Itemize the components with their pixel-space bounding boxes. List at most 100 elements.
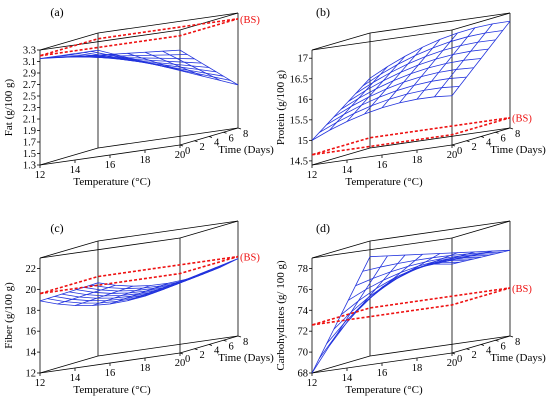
reference-label: (BS) xyxy=(240,253,260,264)
z-tick-label: 2.7 xyxy=(23,80,36,91)
surface-gridline xyxy=(318,262,460,359)
x-tick-label: 16 xyxy=(377,160,388,171)
box-edge xyxy=(451,220,511,239)
panel-label: (a) xyxy=(50,5,63,19)
reference-label: (BS) xyxy=(512,114,532,125)
box-edge xyxy=(451,12,511,31)
x-tick-label: 12 xyxy=(307,170,318,181)
box-edge xyxy=(39,237,181,259)
z-tick-label: 2.3 xyxy=(23,103,36,114)
z-tick-label: 74 xyxy=(298,306,309,317)
x-tick-label: 16 xyxy=(105,160,116,171)
z-tick-label: 3.1 xyxy=(23,57,36,68)
surface-gridline xyxy=(355,39,496,95)
reference-label: (BS) xyxy=(240,15,260,26)
box-edge xyxy=(311,240,371,259)
x-tick-label: 12 xyxy=(35,170,46,181)
z-axis-title: Fat (g/100 g) xyxy=(3,78,15,136)
z-tick-label: 16 xyxy=(298,95,309,106)
y-tick-label: 0 xyxy=(457,354,462,365)
x-tick-label: 14 xyxy=(70,373,81,384)
y-tick-label: 2 xyxy=(200,350,205,361)
y-tick-mark xyxy=(237,127,242,130)
z-tick-label: 14 xyxy=(26,348,37,359)
surface-gridline xyxy=(97,49,239,86)
reference-leader xyxy=(507,287,511,290)
y-tick-label: 6 xyxy=(229,341,234,352)
reference-leader xyxy=(507,117,511,120)
y-tick-mark xyxy=(194,348,198,351)
x-tick-label: 18 xyxy=(140,363,151,374)
box-edge xyxy=(179,220,239,239)
y-tick-mark xyxy=(223,131,227,134)
y-tick-label: 2 xyxy=(472,142,477,153)
y-tick-label: 0 xyxy=(185,354,190,365)
y-axis-title: Time (Days) xyxy=(490,144,546,156)
z-axis-title: Fiber (g/100 g) xyxy=(3,282,15,349)
z-axis-title: Carbohydrates (g/ 100 g) xyxy=(275,260,287,371)
y-axis-title: Time (Days) xyxy=(490,352,546,364)
surface-gridline xyxy=(311,95,453,141)
x-tick-label: 20 xyxy=(447,150,458,161)
x-axis-title: Temperature (°C) xyxy=(345,384,423,396)
x-tick-label: 12 xyxy=(35,378,46,389)
z-tick-label: 15 xyxy=(298,136,309,147)
y-tick-label: 4 xyxy=(486,138,492,149)
z-tick-label: 12 xyxy=(26,369,37,380)
y-tick-mark xyxy=(509,335,514,338)
y-tick-mark xyxy=(179,144,184,147)
x-tick-label: 18 xyxy=(412,155,423,166)
response-surface xyxy=(311,249,511,374)
y-tick-label: 8 xyxy=(515,337,520,348)
y-tick-mark xyxy=(495,131,499,134)
box-edge xyxy=(39,147,99,166)
x-tick-label: 12 xyxy=(307,378,318,389)
x-axis-title: Temperature (°C) xyxy=(73,176,151,188)
y-tick-mark xyxy=(495,339,499,342)
z-tick-label: 1.7 xyxy=(23,138,36,149)
box-edge xyxy=(39,355,99,374)
y-tick-mark xyxy=(208,344,213,346)
box-edge xyxy=(97,220,239,242)
y-tick-mark xyxy=(194,140,198,143)
box-edge xyxy=(311,355,371,374)
x-tick-label: 16 xyxy=(105,368,116,379)
box-edge xyxy=(369,220,511,242)
z-tick-label: 68 xyxy=(298,369,309,380)
response-surface xyxy=(39,258,239,306)
response-surface xyxy=(39,49,239,86)
y-tick-label: 6 xyxy=(501,341,506,352)
panel-label: (d) xyxy=(316,221,330,235)
reference-plane xyxy=(39,17,239,57)
surface-gridline xyxy=(369,20,511,79)
z-tick-label: 2.1 xyxy=(23,115,36,126)
x-axis-title: Temperature (°C) xyxy=(345,176,423,188)
y-tick-label: 6 xyxy=(229,133,234,144)
y-tick-label: 6 xyxy=(501,133,506,144)
y-tick-label: 0 xyxy=(185,146,190,157)
surface-gridline xyxy=(355,253,496,287)
y-tick-mark xyxy=(223,339,227,342)
surface-gridline xyxy=(340,256,482,316)
surface-gridline xyxy=(54,56,195,60)
x-tick-label: 18 xyxy=(140,155,151,166)
reference-plane xyxy=(311,116,511,156)
box-edge xyxy=(39,32,99,51)
y-axis-title: Time (Days) xyxy=(218,352,274,364)
reference-leader xyxy=(235,256,239,258)
y-tick-label: 8 xyxy=(515,129,520,140)
x-tick-label: 14 xyxy=(70,165,81,176)
y-tick-mark xyxy=(237,335,242,338)
box-edge xyxy=(311,237,453,259)
x-tick-label: 20 xyxy=(175,150,186,161)
reference-leader xyxy=(235,18,239,21)
z-tick-label: 1.3 xyxy=(23,161,36,172)
box-edge xyxy=(97,127,239,149)
x-tick-label: 20 xyxy=(175,358,186,369)
box-edge xyxy=(369,12,511,34)
box-edge xyxy=(97,335,239,357)
surface-gridline xyxy=(333,258,474,330)
